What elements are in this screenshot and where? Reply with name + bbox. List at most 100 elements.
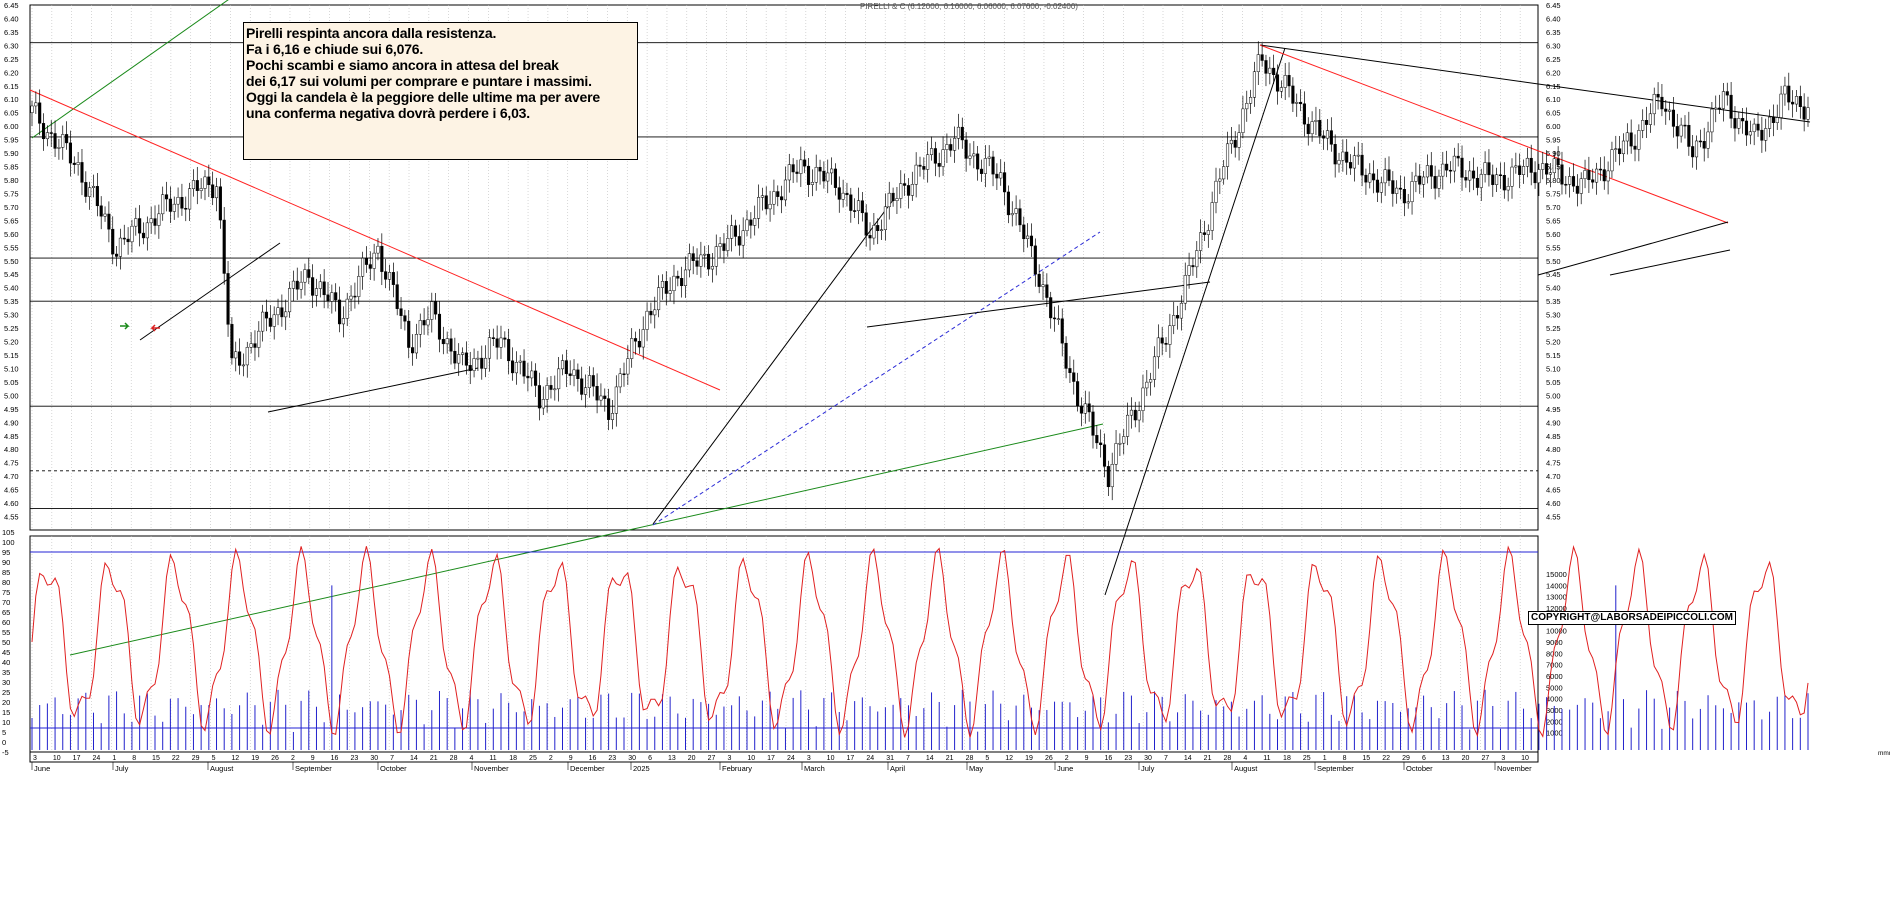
annotation-line: Oggi la candela è la peggiore delle ulti… — [246, 89, 600, 105]
candle-body — [441, 339, 445, 345]
candle-body — [453, 350, 457, 364]
candle-body — [280, 307, 284, 318]
candle-body — [268, 317, 272, 327]
price-tick-left: 5.45 — [4, 270, 19, 279]
candle-body — [395, 284, 399, 309]
price-tick-left: 6.10 — [4, 95, 19, 104]
candle-body — [1783, 85, 1787, 95]
candle-body — [964, 139, 968, 159]
candle-body — [303, 269, 307, 283]
chart-title: PIRELLI & C (6.12000, 6.16000, 6.06000, … — [860, 2, 1078, 11]
candle-body — [1076, 381, 1080, 407]
candle-body — [691, 253, 695, 261]
price-tick-right: 4.85 — [1546, 432, 1561, 441]
x-date-tick: 9 — [311, 755, 315, 762]
candle-body — [1137, 410, 1141, 421]
candle-body — [407, 320, 411, 348]
candle-body — [707, 253, 711, 270]
trendline-black — [1104, 47, 1286, 596]
candle-body — [203, 176, 207, 189]
x-date-tick: 16 — [589, 755, 597, 762]
price-tick-left: 4.80 — [4, 445, 19, 454]
x-month-label: July — [1141, 764, 1155, 773]
candle-body — [891, 192, 895, 201]
price-tick-right: 5.55 — [1546, 243, 1561, 252]
candle-body — [584, 387, 588, 395]
candle-body — [307, 269, 311, 278]
candle-body — [833, 168, 837, 188]
candle-body — [1671, 109, 1676, 127]
price-tick-left: 5.25 — [4, 324, 19, 333]
candle-body — [526, 375, 530, 379]
volume-tick-right: 15000 — [1546, 570, 1567, 579]
candle-body — [572, 369, 576, 376]
candle-body — [1272, 67, 1276, 75]
candle-body — [1495, 174, 1499, 185]
candle-body — [1218, 178, 1222, 182]
arrow-green — [120, 322, 130, 330]
candle-body — [968, 155, 972, 159]
candle-body — [595, 386, 599, 401]
candle-body — [1595, 168, 1599, 183]
candle-body — [906, 185, 911, 196]
candle-body — [472, 358, 476, 371]
candle-body — [1798, 96, 1802, 108]
price-tick-left: 4.95 — [4, 405, 19, 414]
candle-body — [687, 253, 691, 271]
osc-tick-left: 100 — [2, 538, 15, 547]
candle-body — [1710, 108, 1714, 133]
trendline-green-support — [69, 423, 1104, 656]
candle-body — [1245, 103, 1249, 110]
candle-body — [826, 172, 830, 182]
candle-body — [1764, 128, 1768, 141]
price-tick-left: 5.95 — [4, 136, 19, 145]
candle-body — [403, 315, 407, 322]
x-month-label: November — [1497, 764, 1532, 773]
price-tick-right: 5.00 — [1546, 391, 1561, 400]
candle-body — [1352, 155, 1356, 169]
x-date-tick: 27 — [708, 755, 716, 762]
candle-body — [657, 287, 661, 311]
candle-body — [49, 132, 53, 134]
candle-body — [1010, 213, 1014, 216]
candle-body — [1656, 93, 1660, 98]
candle-body — [1179, 302, 1183, 319]
candle-body — [1064, 342, 1068, 369]
candle-body — [1533, 172, 1537, 184]
candle-body — [537, 385, 541, 409]
x-date-tick: 4 — [470, 755, 474, 762]
candle-body — [1779, 93, 1783, 118]
candle-body — [1279, 87, 1283, 92]
annotation-line: Pochi scambi e siamo ancora in attesa de… — [246, 57, 559, 73]
candle-body — [1483, 162, 1487, 175]
price-tick-right: 4.75 — [1546, 459, 1561, 468]
candle-body — [557, 368, 561, 390]
candle-body — [564, 360, 568, 375]
candle-body — [607, 398, 611, 420]
candle-body — [683, 269, 688, 286]
candle-body — [1129, 409, 1133, 416]
x-month-label: February — [722, 764, 752, 773]
candle-body — [1422, 176, 1426, 185]
candle-body — [130, 225, 134, 243]
candle-body — [872, 225, 876, 239]
candle-body — [1791, 101, 1795, 105]
candle-body — [856, 200, 861, 211]
candle-body — [1306, 123, 1310, 135]
candle-body — [1714, 107, 1718, 110]
candle-body — [345, 298, 349, 319]
candle-body — [1341, 151, 1345, 161]
candle-body — [1160, 337, 1164, 344]
candle-body — [510, 360, 515, 374]
price-tick-right: 5.35 — [1546, 297, 1561, 306]
candle-body — [530, 370, 534, 379]
candle-body — [791, 164, 795, 173]
price-tick-left: 4.90 — [4, 418, 19, 427]
candle-body — [1118, 442, 1122, 445]
candle-body — [164, 194, 169, 200]
candle-body — [253, 343, 257, 348]
candle-body — [1345, 151, 1349, 163]
x-month-label: 2025 — [633, 764, 650, 773]
candle-body — [437, 313, 442, 340]
candle-body — [330, 292, 334, 302]
